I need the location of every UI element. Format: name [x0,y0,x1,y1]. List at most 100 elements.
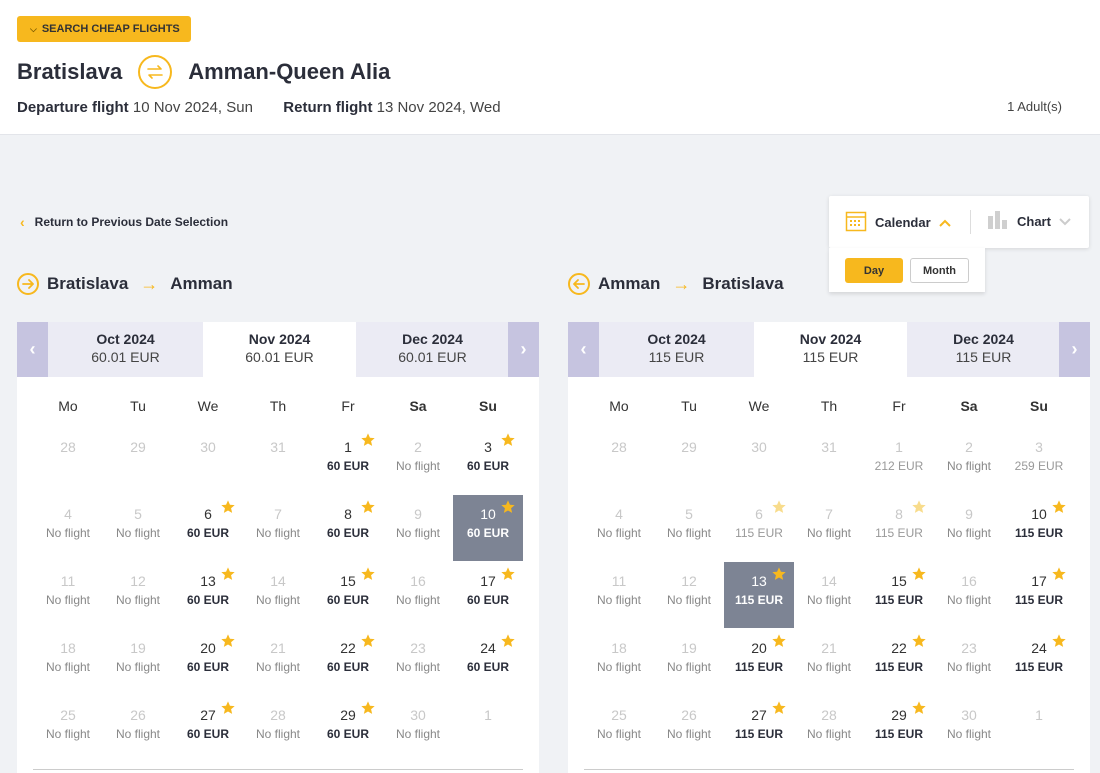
day-price: 115 EUR [1014,660,1064,674]
day-cell[interactable]: 26 No flight [103,696,173,762]
day-cell[interactable]: 26 No flight [654,696,724,762]
day-cell[interactable]: 19 No flight [103,629,173,695]
day-cell[interactable]: 4 No flight [33,495,103,561]
next-month-button[interactable]: › [508,322,539,377]
day-cell[interactable]: 7 No flight [243,495,313,561]
month-tab-active[interactable]: Nov 2024 115 EUR [754,322,907,377]
day-cell[interactable]: 22 60 EUR [313,629,383,695]
day-cell-selected[interactable]: 10 60 EUR [453,495,523,561]
day-number: 19 [130,640,146,656]
month-tab-active[interactable]: Nov 2024 60.01 EUR [203,322,356,377]
day-cell[interactable]: 11 No flight [584,562,654,628]
day-number: 21 [270,640,286,656]
day-cell[interactable]: 25 No flight [33,696,103,762]
day-cell[interactable]: 15 115 EUR [864,562,934,628]
swap-icon[interactable] [138,55,173,89]
chart-view-toggle[interactable]: Chart [987,210,1071,233]
day-cell[interactable]: 20 115 EUR [724,629,794,695]
day-number: 22 [340,640,356,656]
weekday-label: Sa [960,398,978,414]
day-cell[interactable]: 28 No flight [243,696,313,762]
day-cell[interactable]: 7 No flight [794,495,864,561]
day-cell[interactable]: 9 No flight [383,495,453,561]
day-button[interactable]: Day [845,258,903,283]
day-cell[interactable]: 3 60 EUR [453,428,523,494]
day-cell[interactable]: 24 115 EUR [1004,629,1074,695]
day-price: No flight [255,593,301,607]
day-cell[interactable]: 23 No flight [383,629,453,695]
day-cell[interactable]: 22 115 EUR [864,629,934,695]
day-cell[interactable]: 29 60 EUR [313,696,383,762]
day-cell[interactable]: 6 60 EUR [173,495,243,561]
route-title: Bratislava Amman-Queen Alia [17,55,390,89]
day-cell-selected[interactable]: 13 115 EUR [724,562,794,628]
day-cell[interactable]: 21 No flight [794,629,864,695]
day-cell: 29 [654,428,724,494]
day-cell[interactable]: 2 No flight [383,428,453,494]
day-cell[interactable]: 23 No flight [934,629,1004,695]
day-cell[interactable]: 4 No flight [584,495,654,561]
day-cell[interactable]: 18 No flight [33,629,103,695]
day-cell[interactable]: 15 60 EUR [313,562,383,628]
return-previous-date-link[interactable]: ‹ Return to Previous Date Selection [20,214,228,230]
month-tab[interactable]: Oct 2024 115 EUR [600,322,753,377]
day-cell[interactable]: 16 No flight [383,562,453,628]
month-price: 60.01 EUR [398,349,467,365]
day-cell[interactable]: 2 No flight [934,428,1004,494]
day-price: 60 EUR [186,660,230,674]
day-cell[interactable]: 5 No flight [654,495,724,561]
month-button[interactable]: Month [910,258,969,283]
day-price: No flight [115,526,161,540]
prev-month-button[interactable]: ‹ [568,322,599,377]
day-price: 60 EUR [326,526,370,540]
day-cell[interactable]: 17 60 EUR [453,562,523,628]
day-cell[interactable]: 5 No flight [103,495,173,561]
day-cell[interactable]: 10 115 EUR [1004,495,1074,561]
day-cell[interactable]: 1 60 EUR [313,428,383,494]
prev-month-button[interactable]: ‹ [17,322,48,377]
day-cell[interactable]: 14 No flight [794,562,864,628]
day-cell[interactable]: 8 60 EUR [313,495,383,561]
day-price: 115 EUR [734,593,784,607]
next-month-button[interactable]: › [1059,322,1090,377]
day-cell[interactable]: 30 No flight [383,696,453,762]
day-number: 19 [681,640,697,656]
back-link-label: Return to Previous Date Selection [34,215,229,229]
day-cell[interactable]: 19 No flight [654,629,724,695]
day-cell[interactable]: 18 No flight [584,629,654,695]
day-cell[interactable]: 25 No flight [584,696,654,762]
day-cell: 31 [243,428,313,494]
day-cell[interactable]: 12 No flight [103,562,173,628]
month-tab[interactable]: Dec 2024 60.01 EUR [356,322,509,377]
day-cell[interactable]: 20 60 EUR [173,629,243,695]
day-price: 115 EUR [875,526,923,540]
day-cell[interactable]: 17 115 EUR [1004,562,1074,628]
day-cell[interactable]: 14 No flight [243,562,313,628]
outbound-leg-title: Bratislava → Amman [17,273,233,295]
search-cheap-flights-button[interactable]: ⌵ SEARCH CHEAP FLIGHTS [17,16,191,42]
day-cell[interactable]: 16 No flight [934,562,1004,628]
calendar-view-toggle[interactable]: Calendar [845,210,951,235]
day-price [453,727,523,743]
day-price: No flight [115,727,161,741]
day-cell[interactable]: 29 115 EUR [864,696,934,762]
weekday-label: Su [1030,398,1048,414]
day-cell[interactable]: 9 No flight [934,495,1004,561]
day-cell[interactable]: 27 60 EUR [173,696,243,762]
month-tab[interactable]: Dec 2024 115 EUR [907,322,1060,377]
day-cell[interactable]: 30 No flight [934,696,1004,762]
day-number: 23 [961,640,977,656]
day-cell[interactable]: 13 60 EUR [173,562,243,628]
month-tab[interactable]: Oct 2024 60.01 EUR [49,322,202,377]
day-price: No flight [946,660,992,674]
day-cell[interactable]: 12 No flight [654,562,724,628]
day-cell[interactable]: 27 115 EUR [724,696,794,762]
day-number: 8 [344,506,352,522]
day-cell[interactable]: 11 No flight [33,562,103,628]
day-cell[interactable]: 24 60 EUR [453,629,523,695]
day-cell[interactable]: 28 No flight [794,696,864,762]
day-price: 115 EUR [1014,526,1064,540]
day-number: 7 [825,506,833,522]
inbound-from: Amman [598,274,661,293]
day-cell[interactable]: 21 No flight [243,629,313,695]
